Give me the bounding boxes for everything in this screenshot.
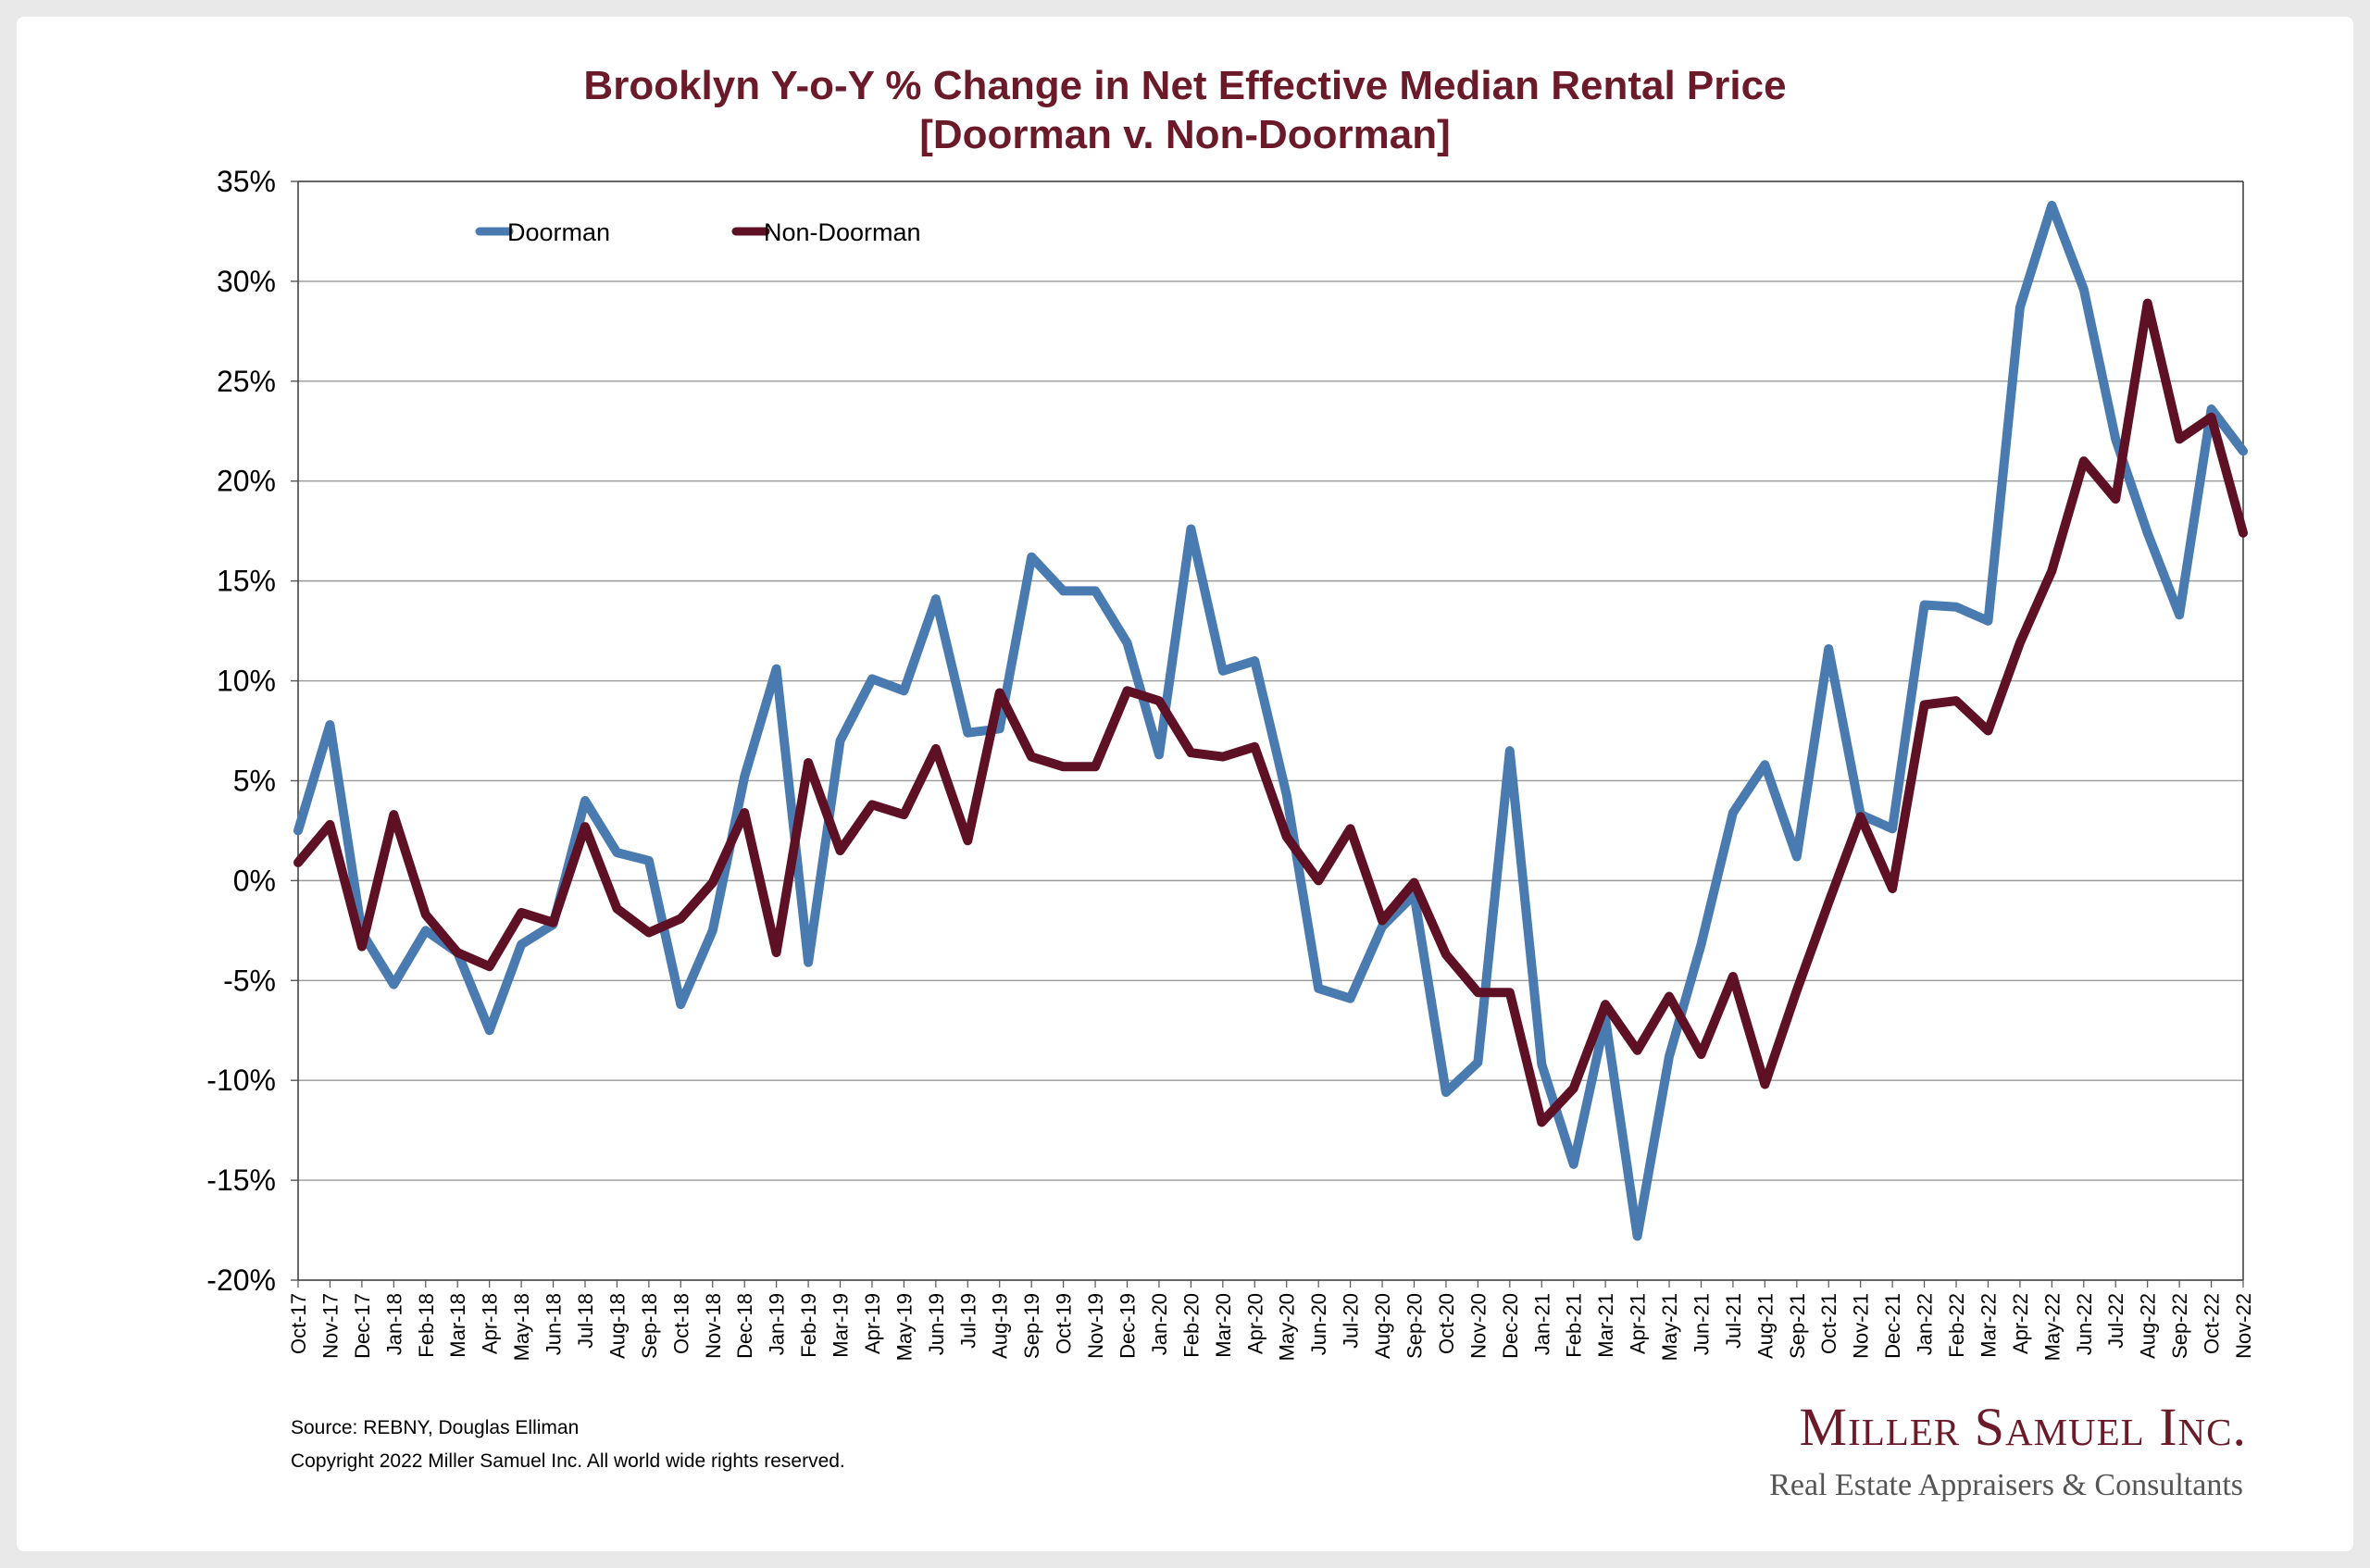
x-tick-label: Aug-22 (2137, 1293, 2160, 1359)
x-tick-label: Apr-21 (1627, 1293, 1650, 1354)
x-tick-label: Mar-21 (1594, 1293, 1617, 1358)
x-tick-label: Nov-22 (2232, 1293, 2255, 1359)
y-tick-label: 5% (233, 764, 276, 797)
x-tick-label: Apr-18 (479, 1293, 502, 1354)
y-tick-label: 30% (217, 265, 276, 298)
x-tick-label: Oct-18 (669, 1293, 692, 1354)
x-tick-label: Apr-19 (861, 1293, 884, 1354)
x-tick-label: Feb-20 (1179, 1293, 1203, 1358)
x-tick-label: Jan-22 (1914, 1293, 1937, 1355)
x-tick-label: May-18 (510, 1293, 533, 1361)
x-tick-label: Aug-21 (1753, 1293, 1777, 1359)
series-line-non-doorman (293, 298, 2248, 1127)
x-tick-label: Jul-18 (574, 1293, 597, 1349)
x-tick-label: Jun-19 (925, 1293, 948, 1355)
x-tick-label: Sep-22 (2168, 1293, 2191, 1359)
x-tick-label: Jun-20 (1307, 1293, 1330, 1355)
x-tick-label: Jan-18 (382, 1293, 405, 1355)
y-tick-label: 0% (233, 864, 276, 897)
y-tick-label: -5% (223, 964, 276, 997)
x-tick-label: Oct-21 (1817, 1293, 1840, 1354)
x-tick-label: Jul-19 (956, 1293, 979, 1349)
legend-label-doorman: Doorman (507, 218, 610, 246)
x-tick-label: Feb-18 (415, 1293, 438, 1358)
x-tick-label: Feb-22 (1945, 1293, 1968, 1358)
source-note: Source: REBNY, Douglas Elliman (291, 1417, 580, 1438)
y-tick-label: -15% (206, 1164, 276, 1197)
x-tick-label: Nov-18 (702, 1293, 725, 1359)
x-tick-label: Apr-22 (2009, 1293, 2032, 1354)
x-tick-label: Dec-17 (351, 1293, 374, 1359)
x-tick-label: Jul-21 (1722, 1293, 1745, 1349)
x-tick-label: Oct-20 (1435, 1293, 1458, 1354)
legend-label-non-doorman: Non-Doorman (764, 218, 921, 246)
brand-logo-name: Miller Samuel Inc. (1799, 1397, 2247, 1457)
y-tick-label: 10% (217, 665, 276, 698)
x-tick-label: Sep-19 (1020, 1293, 1043, 1359)
series-line-doorman (293, 200, 2248, 1241)
x-tick-label: Mar-20 (1212, 1293, 1235, 1358)
x-tick-label: May-19 (892, 1293, 916, 1361)
x-tick-label: May-20 (1276, 1293, 1299, 1361)
x-tick-label: Dec-19 (1116, 1293, 1140, 1359)
x-tick-label: Sep-18 (638, 1293, 661, 1359)
x-tick-label: Nov-17 (318, 1293, 342, 1359)
chart-title: Brooklyn Y-o-Y % Change in Net Effective… (583, 63, 1787, 108)
copyright-note: Copyright 2022 Miller Samuel Inc. All wo… (291, 1450, 845, 1472)
brand-tagline: Real Estate Appraisers & Consultants (1769, 1468, 2243, 1502)
x-tick-label: Nov-20 (1466, 1293, 1490, 1359)
y-tick-label: 15% (217, 565, 276, 598)
x-tick-label: Feb-19 (797, 1293, 820, 1358)
x-tick-label: Mar-18 (446, 1293, 469, 1358)
x-tick-label: Aug-20 (1371, 1293, 1394, 1359)
x-tick-label: Jan-19 (766, 1293, 789, 1355)
chart-subtitle: [Doorman v. Non-Doorman] (919, 112, 1451, 157)
x-tick-label: Apr-20 (1243, 1293, 1266, 1354)
x-tick-label: Aug-19 (989, 1293, 1012, 1359)
y-tick-label: 20% (217, 465, 276, 498)
x-tick-label: Mar-19 (830, 1293, 853, 1358)
x-tick-label: Oct-19 (1053, 1293, 1076, 1354)
x-tick-label: Jan-21 (1530, 1293, 1553, 1355)
x-tick-label: Dec-20 (1499, 1293, 1522, 1359)
x-tick-label: Feb-21 (1563, 1293, 1586, 1358)
y-tick-label: 35% (217, 165, 276, 198)
x-tick-label: Jan-20 (1148, 1293, 1171, 1355)
x-tick-label: Sep-21 (1786, 1293, 1809, 1359)
x-tick-label: Jun-18 (543, 1293, 566, 1355)
x-tick-label: Mar-22 (1977, 1293, 2000, 1358)
x-tick-label: Dec-21 (1881, 1293, 1904, 1359)
y-tick-label: 25% (217, 365, 276, 398)
y-tick-label: -10% (206, 1064, 276, 1097)
x-tick-label: Jul-20 (1340, 1293, 1363, 1349)
x-tick-label: Sep-20 (1403, 1293, 1426, 1359)
x-tick-label: Jun-21 (1690, 1293, 1713, 1355)
x-tick-label: Jun-22 (2073, 1293, 2096, 1355)
x-tick-label: Nov-21 (1850, 1293, 1873, 1359)
x-tick-label: Jul-22 (2104, 1293, 2127, 1349)
y-tick-label: -20% (206, 1263, 276, 1297)
x-tick-label: Aug-18 (605, 1293, 629, 1359)
x-tick-label: Nov-19 (1084, 1293, 1107, 1359)
x-tick-label: Oct-17 (287, 1293, 310, 1354)
x-tick-label: Dec-18 (733, 1293, 756, 1359)
x-tick-label: May-22 (2040, 1293, 2064, 1361)
x-tick-label: Oct-22 (2201, 1293, 2224, 1354)
x-tick-label: May-21 (1658, 1293, 1681, 1361)
